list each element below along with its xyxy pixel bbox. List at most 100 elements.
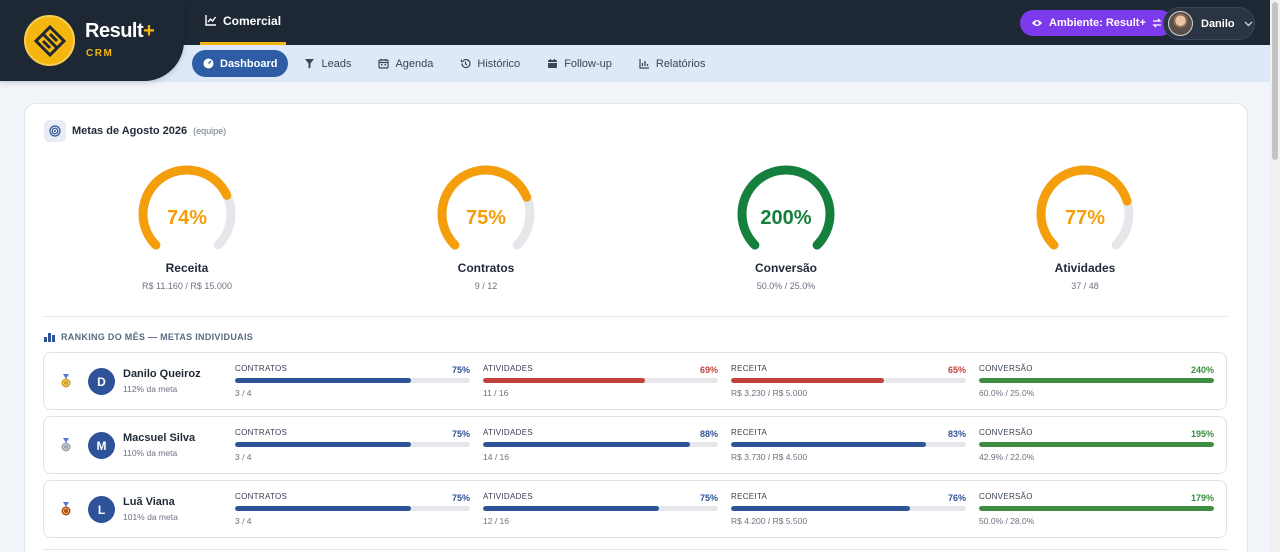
funnel-icon [305,59,315,69]
nav-label: Agenda [395,57,434,70]
user-name: Danilo [1201,17,1235,30]
metric-conversão: CONVERSÃO 195% 42.9% / 22.0% [979,428,1214,462]
avatar: M [88,432,115,459]
metric-progress-fill [235,506,412,511]
user-avatar [1168,11,1193,36]
brand-name: Result+ [85,20,155,42]
goals-card: Metas de Agosto 2026 (equipe) 74% Receit… [24,103,1248,552]
calendar-check-icon [548,59,558,68]
metric-progress-fill [235,378,412,383]
metric-percent: 83% [947,429,966,439]
report-icon [639,59,649,69]
metric-progress-bar [235,442,470,447]
metric-value: R$ 3.730 / R$ 4.500 [731,452,808,462]
metric-progress-bar [483,442,718,447]
brand-sub: CRM [86,48,114,59]
gauge-arc [737,165,835,250]
brand-block[interactable]: Result+ CRM [0,0,184,81]
page-scrollbar-thumb[interactable] [1272,2,1278,160]
metric-value: 60.0% / 25.0% [979,388,1035,398]
gauge-percent: 75% [465,207,507,229]
seller-meta: 112% da meta [123,384,178,394]
brand-logo-icon [24,15,75,66]
metric-conversão: CONVERSÃO 240% 60.0% / 25.0% [979,364,1214,398]
gauge-label: Conversão [754,261,818,275]
metric-progress-fill [979,442,1214,447]
gauge-label: Receita [165,261,209,275]
medal-icon [61,374,71,388]
metric-percent: 75% [699,493,718,503]
sub-navigation: Dashboard Leads Agenda Histórico Follow-… [192,50,721,77]
metric-value: 14 / 16 [483,452,509,462]
gauge-arc [1036,165,1134,250]
metric-atividades: ATIVIDADES 88% 14 / 16 [483,428,718,462]
metric-progress-fill [731,506,910,511]
environment-button[interactable]: Ambiente: Result+ [1020,10,1173,36]
gauge-label: Atividades [1054,261,1116,275]
ranking-header: RANKING DO MÊS — METAS INDIVIDUAIS [44,332,253,342]
gauge-percent: 77% [1064,207,1106,229]
goals-subtitle: (equipe) [193,126,227,136]
calendar-icon [378,59,390,69]
gauge-value: 9 / 12 [474,281,498,291]
goals-title: Metas de Agosto 2026 [72,125,188,137]
goal-gauge-2: 200% Conversão 50.0% / 25.0% [686,164,886,291]
metric-value: 11 / 16 [483,388,509,398]
metric-label: RECEITA [731,364,768,373]
metric-label: ATIVIDADES [483,492,533,501]
nav-dashboard[interactable]: Dashboard [192,50,289,77]
user-menu-button[interactable]: Danilo [1163,7,1255,40]
metric-progress-bar [979,442,1214,447]
metric-value: 3 / 4 [235,388,252,398]
nav-relatorios[interactable]: Relatórios [628,50,717,77]
metric-progress-bar [483,378,718,383]
metric-percent: 195% [1190,429,1214,439]
page-scrollbar[interactable] [1270,0,1280,552]
nav-label: Dashboard [220,57,278,70]
gauge-percent: 74% [166,207,208,229]
ranking-row[interactable]: L Luã Viana 101% da meta CONTRATOS 75% 3… [43,480,1227,538]
ranking-row[interactable]: D Danilo Queiroz 112% da meta CONTRATOS … [43,352,1227,410]
nav-leads[interactable]: Leads [293,50,362,77]
metric-percent: 75% [451,429,470,439]
gauge-arc [437,165,535,250]
metric-progress-fill [235,442,412,447]
metric-atividades: ATIVIDADES 75% 12 / 16 [483,492,718,526]
seller-meta: 101% da meta [123,512,178,522]
environment-label: Ambiente: Result+ [1049,17,1146,29]
metric-value: 12 / 16 [483,516,509,526]
gauge-arc [138,165,236,250]
swap-icon [1152,18,1162,28]
metric-receita: RECEITA 76% R$ 4.200 / R$ 5.500 [731,492,966,526]
goal-gauge-0: 74% Receita R$ 11.160 / R$ 15.000 [87,164,287,291]
gauge-icon [203,58,214,69]
metric-label: RECEITA [731,428,768,437]
metric-label: CONTRATOS [235,428,288,437]
metric-progress-bar [731,506,966,511]
metric-label: RECEITA [731,492,768,501]
metric-contratos: CONTRATOS 75% 3 / 4 [235,428,470,462]
medal-icon [61,502,71,516]
tab-comercial[interactable]: Comercial [200,0,287,45]
metric-progress-bar [235,506,470,511]
metric-percent: 179% [1190,493,1214,503]
nav-agenda[interactable]: Agenda [367,50,444,77]
metric-progress-bar [731,378,966,383]
nav-label: Histórico [477,57,521,70]
metric-progress-bar [731,442,966,447]
history-icon [461,58,471,69]
ranking-title: RANKING DO MÊS — METAS INDIVIDUAIS [61,332,254,342]
goals-header: Metas de Agosto 2026 (equipe) [44,120,226,142]
medal-icon [61,438,71,452]
metric-progress-bar [979,506,1214,511]
card-bottom-divider [43,549,1227,550]
nav-follow-up[interactable]: Follow-up [536,50,623,77]
metric-label: CONTRATOS [235,492,288,501]
metric-label: CONVERSÃO [979,364,1033,373]
nav-historico[interactable]: Histórico [449,50,531,77]
metric-contratos: CONTRATOS 75% 3 / 4 [235,364,470,398]
metric-label: CONVERSÃO [979,428,1033,437]
ranking-row[interactable]: M Macsuel Silva 110% da meta CONTRATOS 7… [43,416,1227,474]
seller-name: Danilo Queiroz [123,368,201,380]
metric-conversão: CONVERSÃO 179% 50.0% / 28.0% [979,492,1214,526]
